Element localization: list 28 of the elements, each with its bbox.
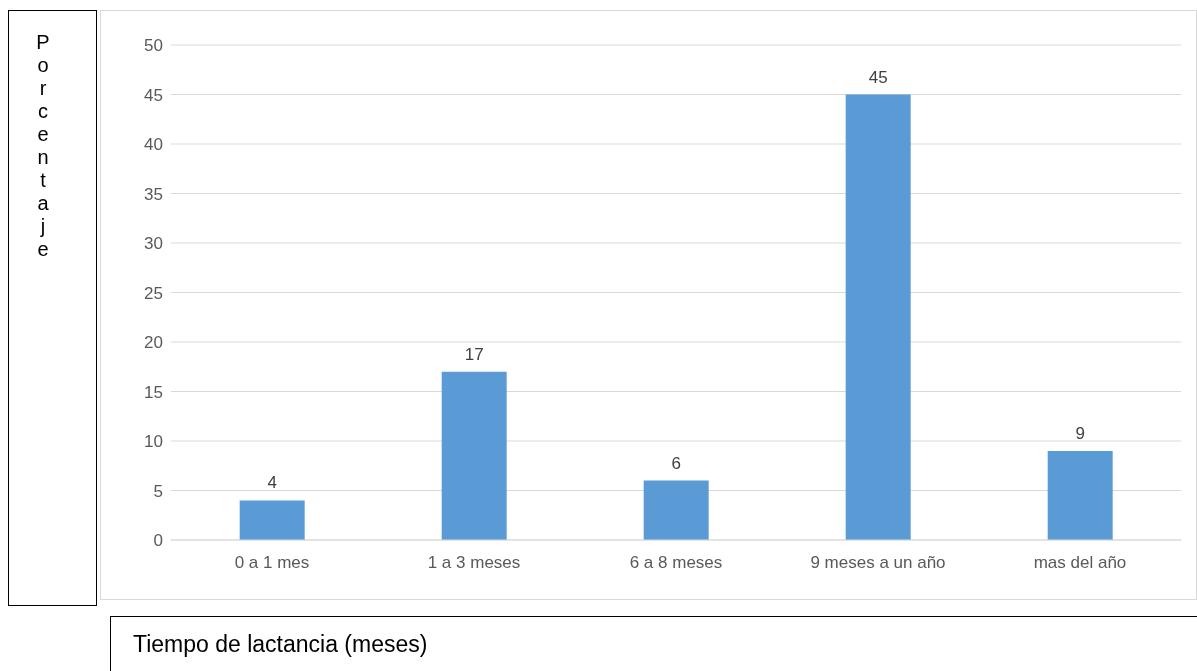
y-tick-label: 0 bbox=[153, 531, 163, 551]
y-tick-label: 20 bbox=[144, 333, 163, 353]
y-tick-label: 45 bbox=[144, 85, 163, 105]
data-label: 17 bbox=[464, 344, 484, 364]
y-tick-label: 40 bbox=[144, 135, 163, 155]
y-tick-label: 35 bbox=[144, 184, 163, 204]
y-tick-label: 5 bbox=[153, 481, 163, 501]
data-label: 6 bbox=[671, 453, 681, 473]
y-tick-label: 10 bbox=[144, 432, 163, 452]
bar bbox=[1047, 450, 1113, 540]
bar bbox=[239, 500, 305, 540]
y-tick-label: 15 bbox=[144, 382, 163, 402]
data-label: 9 bbox=[1075, 423, 1085, 443]
y-axis-title: Porcentaje bbox=[31, 31, 55, 261]
y-tick-label: 25 bbox=[144, 283, 163, 303]
data-label: 4 bbox=[267, 473, 277, 493]
y-tick-label: 30 bbox=[144, 234, 163, 254]
x-tick-label: 6 a 8 meses bbox=[629, 553, 723, 573]
bar bbox=[643, 480, 709, 540]
x-tick-label: 1 a 3 meses bbox=[427, 553, 521, 573]
bar bbox=[845, 94, 911, 540]
bar bbox=[441, 371, 507, 540]
x-tick-label: 9 meses a un año bbox=[810, 553, 946, 573]
x-axis-title: Tiempo de lactancia (meses) bbox=[133, 631, 428, 658]
x-tick-label: mas del año bbox=[1033, 553, 1127, 573]
data-label: 45 bbox=[868, 67, 888, 87]
x-tick-label: 0 a 1 mes bbox=[234, 553, 310, 573]
y-tick-label: 50 bbox=[144, 36, 163, 56]
